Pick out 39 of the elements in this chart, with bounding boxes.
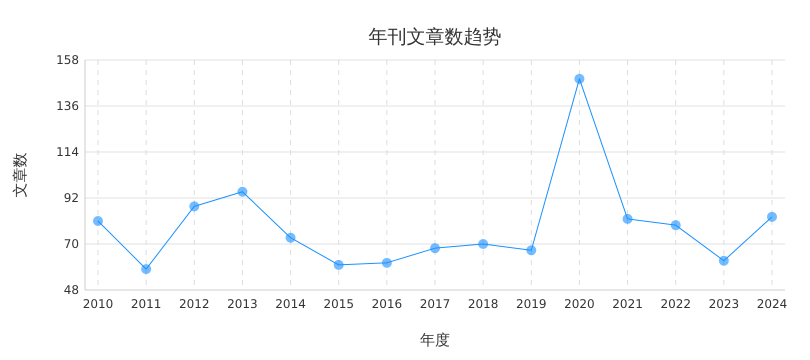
y-tick-label: 48 xyxy=(64,283,79,297)
y-tick-label: 70 xyxy=(64,237,79,251)
x-tick-label: 2015 xyxy=(323,297,354,311)
x-tick-label: 2016 xyxy=(372,297,402,311)
y-tick-label: 158 xyxy=(56,53,79,67)
x-tick-label: 2022 xyxy=(660,297,691,311)
point xyxy=(622,214,633,224)
y-tick-label: 114 xyxy=(56,145,79,159)
x-tick-label: 2018 xyxy=(468,297,498,311)
point xyxy=(189,201,200,212)
x-tick-label: 2014 xyxy=(275,297,306,311)
x-tick-label: 2012 xyxy=(179,297,210,311)
x-tick-label: 2021 xyxy=(612,297,643,311)
chart-title: 年刊文章数趋势 xyxy=(368,26,502,48)
y-axis-title: 文章数 xyxy=(11,152,29,198)
point xyxy=(93,216,103,226)
point xyxy=(718,256,729,266)
x-tick-label: 2011 xyxy=(130,297,162,311)
point xyxy=(237,186,248,197)
x-tick-label: 2010 xyxy=(82,297,114,311)
point xyxy=(526,245,536,256)
x-tick-label: 2023 xyxy=(708,297,740,311)
x-axis-title: 年度 xyxy=(420,331,450,349)
x-tick-label: 2024 xyxy=(756,297,788,311)
y-tick-label: 92 xyxy=(64,191,79,205)
point xyxy=(478,239,488,249)
point xyxy=(430,243,440,254)
point xyxy=(141,264,152,274)
point xyxy=(382,258,392,268)
x-tick-label: 2020 xyxy=(564,297,595,311)
y-tick-label: 136 xyxy=(56,99,79,113)
point xyxy=(767,212,777,222)
x-tick-label: 2017 xyxy=(420,297,450,311)
x-tick-label: 2013 xyxy=(227,297,258,311)
point xyxy=(334,260,344,270)
point xyxy=(670,220,681,230)
x-tick-label: 2019 xyxy=(516,297,547,311)
point xyxy=(286,232,296,243)
point xyxy=(574,74,584,84)
